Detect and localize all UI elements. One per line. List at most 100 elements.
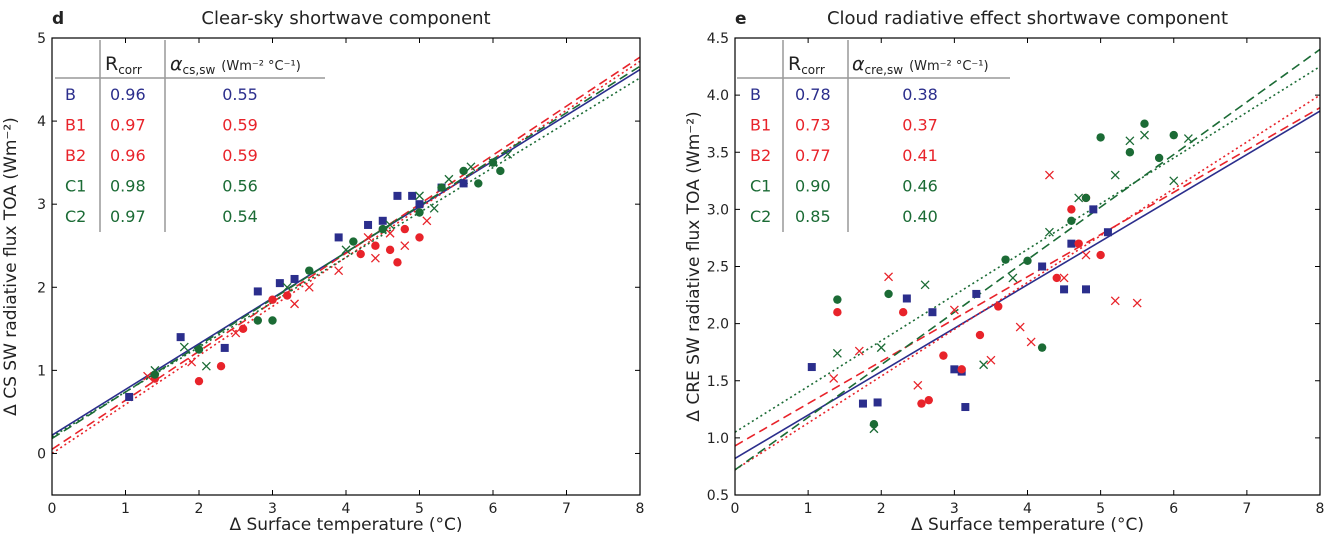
point bbox=[869, 424, 879, 434]
point bbox=[496, 166, 505, 176]
point bbox=[1110, 296, 1120, 306]
point bbox=[179, 342, 189, 352]
chart-title: Cloud radiative effect shortwave compone… bbox=[827, 8, 1228, 29]
header-main: α bbox=[852, 53, 865, 75]
point bbox=[356, 249, 365, 259]
legend-name: C2 bbox=[750, 207, 771, 226]
point bbox=[238, 324, 248, 334]
point bbox=[194, 345, 204, 354]
point bbox=[876, 343, 886, 353]
point bbox=[1001, 255, 1010, 264]
x-tick-label: 7 bbox=[562, 501, 571, 517]
point bbox=[994, 302, 1003, 311]
point bbox=[884, 272, 894, 282]
slope: 0.37 bbox=[902, 116, 938, 135]
point bbox=[961, 403, 970, 412]
r-corr: 0.96 bbox=[110, 85, 146, 104]
x-tick-label: 5 bbox=[415, 501, 424, 517]
point bbox=[1067, 205, 1076, 214]
point bbox=[917, 399, 926, 408]
point bbox=[488, 158, 498, 168]
legend-name: C2 bbox=[65, 207, 86, 226]
point bbox=[1125, 136, 1135, 146]
y-tick-label: 1.5 bbox=[707, 374, 729, 390]
point bbox=[187, 357, 197, 367]
r-corr: 0.98 bbox=[110, 177, 146, 196]
x-axis-label: Δ Surface temperature (°C) bbox=[229, 515, 462, 535]
legend-name: B bbox=[65, 85, 76, 104]
point bbox=[858, 399, 867, 408]
point bbox=[143, 371, 153, 381]
point bbox=[364, 220, 373, 229]
r-corr: 0.96 bbox=[110, 146, 146, 165]
point bbox=[334, 233, 343, 242]
panel-label: d bbox=[52, 9, 64, 29]
point bbox=[1059, 273, 1069, 283]
r-corr: 0.77 bbox=[795, 146, 831, 165]
y-tick-label: 1.0 bbox=[707, 431, 729, 447]
point bbox=[1074, 239, 1083, 248]
slope: 0.59 bbox=[222, 116, 258, 135]
header-unit: (Wm⁻² °C⁻¹) bbox=[909, 59, 989, 74]
slope: 0.41 bbox=[902, 146, 938, 165]
point bbox=[924, 395, 933, 405]
r-corr: 0.78 bbox=[795, 85, 831, 104]
fit-line bbox=[735, 48, 1320, 471]
point bbox=[1044, 170, 1054, 180]
point bbox=[1044, 227, 1054, 237]
x-tick-label: 0 bbox=[48, 501, 57, 517]
r-corr: 0.73 bbox=[795, 116, 831, 135]
y-tick-label: 2.0 bbox=[707, 317, 729, 333]
y-tick-label: 3 bbox=[37, 197, 46, 213]
point bbox=[437, 183, 446, 192]
point bbox=[1154, 153, 1164, 163]
point bbox=[400, 241, 410, 251]
point bbox=[268, 316, 277, 325]
panel-label: e bbox=[735, 9, 747, 29]
y-tick-label: 3.0 bbox=[707, 202, 729, 218]
x-tick-label: 3 bbox=[268, 501, 277, 517]
point bbox=[1038, 262, 1047, 271]
point bbox=[902, 294, 911, 303]
slope: 0.59 bbox=[222, 146, 258, 165]
table-header: Rcorr bbox=[788, 53, 825, 77]
point bbox=[1082, 285, 1090, 294]
legend-name: B1 bbox=[750, 116, 771, 135]
point bbox=[268, 295, 277, 304]
y-tick-label: 4.0 bbox=[707, 88, 729, 104]
x-tick-label: 2 bbox=[877, 501, 886, 517]
point bbox=[334, 266, 344, 276]
y-tick-label: 0.5 bbox=[707, 488, 729, 504]
point bbox=[873, 398, 882, 407]
point bbox=[957, 365, 966, 374]
point bbox=[833, 308, 842, 317]
point bbox=[415, 208, 424, 217]
x-tick-label: 6 bbox=[489, 501, 498, 517]
point bbox=[378, 216, 387, 225]
y-tick-label: 4 bbox=[37, 114, 46, 130]
point bbox=[884, 289, 893, 299]
point bbox=[459, 179, 468, 188]
point bbox=[1052, 273, 1061, 283]
point bbox=[1015, 322, 1025, 332]
point bbox=[928, 308, 937, 317]
point bbox=[176, 333, 185, 342]
y-tick-label: 2 bbox=[37, 280, 46, 296]
point bbox=[869, 419, 879, 429]
point bbox=[807, 363, 816, 372]
point bbox=[150, 365, 160, 375]
point bbox=[415, 191, 424, 201]
x-tick-label: 4 bbox=[342, 501, 351, 517]
slope: 0.56 bbox=[222, 177, 258, 196]
point bbox=[466, 162, 476, 172]
point bbox=[253, 287, 262, 296]
point bbox=[415, 233, 424, 242]
fit-line bbox=[52, 56, 640, 450]
header-sub: cre,sw bbox=[865, 63, 904, 77]
x-tick-label: 2 bbox=[195, 501, 204, 517]
point bbox=[1008, 273, 1018, 283]
point bbox=[220, 343, 229, 352]
point bbox=[1089, 205, 1098, 214]
point bbox=[1037, 343, 1047, 352]
x-tick-label: 0 bbox=[731, 501, 740, 517]
